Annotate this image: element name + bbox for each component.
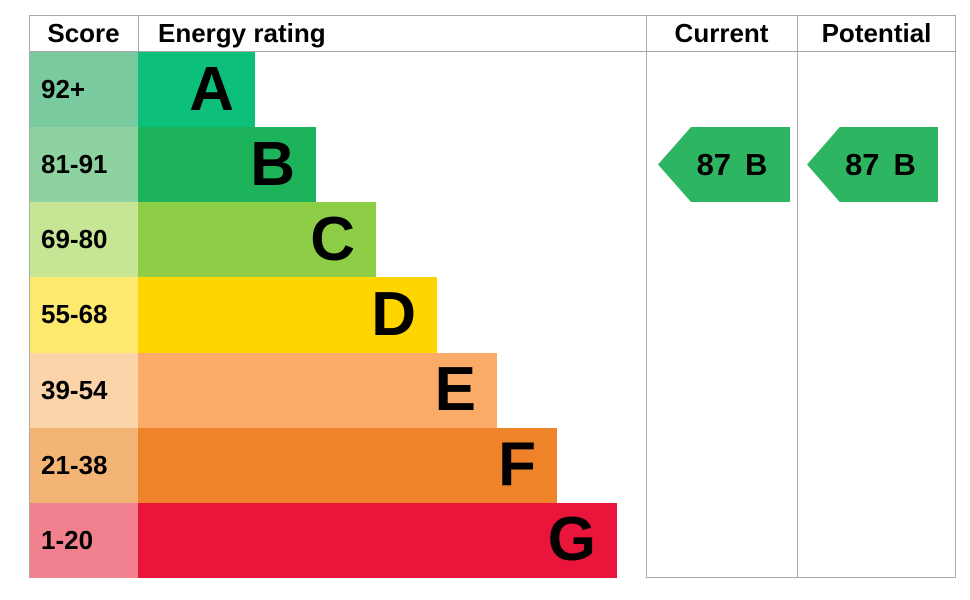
- table-border-right: [955, 15, 956, 578]
- header-current: Current: [674, 18, 769, 48]
- band-bar-a: A: [138, 52, 255, 128]
- header-energy-rating: Energy rating: [158, 18, 326, 48]
- score-range-b: 81-91: [29, 127, 138, 203]
- band-row-f: 21-38 F: [29, 427, 956, 503]
- header-bottom-border: [29, 51, 956, 52]
- current-rating-arrow: 87 B: [658, 127, 790, 202]
- current-rating-band: B: [745, 146, 768, 182]
- band-row-b: 81-91 B: [29, 127, 956, 203]
- band-letter-d: D: [371, 279, 416, 349]
- band-letter-g: G: [547, 505, 596, 575]
- band-letter-f: F: [498, 430, 536, 500]
- potential-column-separator: [797, 15, 798, 578]
- potential-rating-score: 87: [845, 146, 880, 182]
- band-row-e: 39-54 E: [29, 352, 956, 428]
- score-range-d: 55-68: [29, 277, 138, 353]
- current-rating-score: 87: [696, 146, 732, 182]
- band-bar-g: G: [138, 502, 617, 578]
- table-border-top: [29, 15, 956, 16]
- band-rows: 92+ A 81-91 B 69-80 C 55-68 D 39-54 E 21…: [29, 52, 956, 578]
- header-score: Score: [47, 18, 120, 48]
- score-range-g: 1-20: [29, 502, 138, 578]
- epc-table: Score Energy rating Current Potential 92…: [29, 15, 956, 578]
- band-row-c: 69-80 C: [29, 202, 956, 278]
- band-row-a: 92+ A: [29, 52, 956, 128]
- potential-rating-band: B: [893, 146, 916, 182]
- score-range-e: 39-54: [29, 352, 138, 428]
- band-bar-b: B: [138, 127, 316, 203]
- band-letter-b: B: [250, 129, 295, 199]
- table-border-bottom: [646, 577, 956, 578]
- band-bar-d: D: [138, 277, 437, 353]
- score-range-f: 21-38: [29, 427, 138, 503]
- band-bar-c: C: [138, 202, 376, 278]
- band-row-g: 1-20 G: [29, 502, 956, 578]
- band-letter-a: A: [189, 54, 234, 124]
- band-letter-e: E: [434, 355, 476, 425]
- band-bar-e: E: [138, 352, 497, 428]
- band-bar-f: F: [138, 427, 557, 503]
- table-border-left: [29, 15, 30, 578]
- current-column-separator: [646, 15, 647, 578]
- band-letter-c: C: [310, 204, 355, 274]
- header-potential: Potential: [821, 18, 932, 48]
- score-range-c: 69-80: [29, 202, 138, 278]
- score-range-a: 92+: [29, 52, 138, 128]
- score-column-separator: [138, 15, 139, 52]
- band-row-d: 55-68 D: [29, 277, 956, 353]
